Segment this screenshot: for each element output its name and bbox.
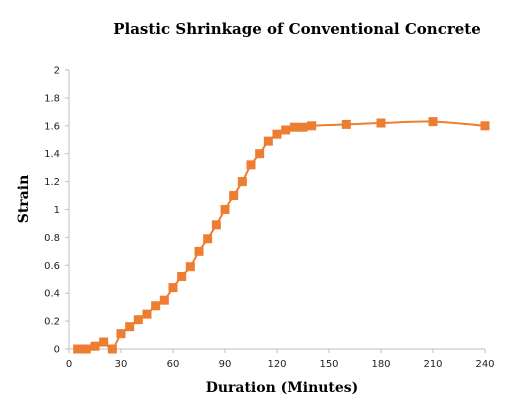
data-point-marker [229, 191, 239, 201]
data-point-marker [107, 344, 117, 354]
data-point-marker [246, 160, 256, 170]
x-tick-label: 0 [66, 359, 72, 370]
data-point-marker [203, 234, 213, 244]
y-tick-label: 0.2 [44, 317, 60, 328]
data-point-marker [99, 337, 109, 347]
y-tick-label: 1.2 [44, 177, 60, 188]
data-point-marker [281, 125, 291, 135]
data-point-marker [125, 322, 135, 332]
data-point-marker [73, 344, 83, 354]
y-tick-label: 2 [54, 66, 60, 77]
data-point-marker [272, 129, 282, 139]
data-point-marker [159, 295, 169, 305]
data-point-marker [263, 136, 273, 146]
x-tick-label: 240 [475, 359, 494, 370]
series-line [77, 120, 486, 351]
y-tick-label: 0.8 [44, 233, 60, 244]
data-point-marker [177, 271, 187, 281]
data-point-marker [142, 309, 152, 319]
data-point-marker [133, 315, 143, 325]
y-tick-label: 0 [54, 345, 60, 356]
data-point-marker [428, 117, 438, 127]
y-axis: 0 0.2 0.4 0.6 0.8 1 1.2 1.4 1.6 1.8 2 [44, 66, 70, 356]
y-tick-label: 1 [54, 205, 60, 216]
y-tick-label: 0.6 [44, 261, 60, 272]
y-tick-label: 1.8 [44, 93, 60, 104]
x-tick-label: 120 [267, 359, 286, 370]
data-point-marker [480, 121, 490, 131]
data-point-marker [194, 246, 204, 256]
data-point-marker [237, 177, 247, 187]
data-point-marker [298, 122, 308, 132]
x-tick-label: 90 [219, 359, 232, 370]
x-tick-label: 30 [115, 359, 128, 370]
data-point-marker [341, 119, 351, 129]
y-tick-label: 0.4 [44, 289, 60, 300]
data-point-marker [220, 205, 230, 214]
data-point-marker [185, 262, 195, 272]
data-point-marker [211, 220, 221, 230]
x-axis: 0 30 60 90 120 150 180 210 240 [66, 348, 495, 370]
x-axis-title: Duration (Minutes) [206, 380, 359, 396]
x-tick-label: 150 [319, 359, 338, 370]
data-point-marker [307, 121, 317, 131]
series-layer [73, 117, 490, 354]
data-point-marker [116, 329, 126, 339]
data-point-marker [90, 341, 100, 351]
y-tick-label: 1.6 [44, 121, 60, 132]
data-point-marker [289, 122, 299, 132]
x-tick-label: 210 [423, 359, 442, 370]
y-axis-title: Strain [16, 175, 32, 224]
data-point-marker [376, 118, 386, 128]
data-point-marker [168, 283, 178, 293]
data-point-marker [81, 344, 91, 354]
x-tick-label: 180 [371, 359, 390, 370]
data-point-marker [255, 149, 265, 159]
y-tick-label: 1.4 [44, 149, 60, 160]
chart-title: Plastic Shrinkage of Conventional Concre… [113, 20, 481, 38]
x-tick-label: 60 [167, 359, 180, 370]
data-point-marker [151, 301, 161, 311]
